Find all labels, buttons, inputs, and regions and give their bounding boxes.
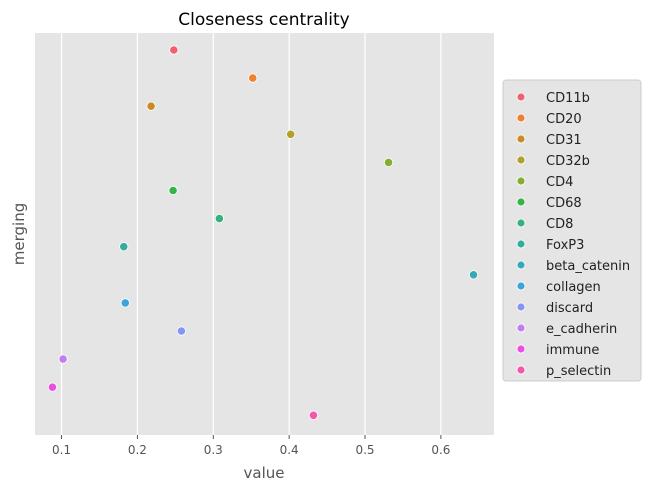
data-point-foxp3 xyxy=(119,242,129,252)
data-point-cd8 xyxy=(214,214,224,224)
legend-marker xyxy=(516,218,526,228)
legend-label: CD32b xyxy=(546,154,590,169)
legend-label: CD20 xyxy=(546,112,582,127)
data-point-collagen xyxy=(120,298,130,308)
legend-label: beta_catenin xyxy=(546,259,630,274)
data-points xyxy=(47,45,479,420)
legend-marker xyxy=(516,281,526,291)
legend-label: CD4 xyxy=(546,175,573,190)
chart-title: Closeness centrality xyxy=(178,10,350,30)
data-point-beta-catenin xyxy=(468,270,479,280)
legend-marker xyxy=(516,260,526,270)
x-tick-label: 0.5 xyxy=(355,443,374,457)
x-tick-label: 0.6 xyxy=(431,443,450,457)
x-axis-ticks: 0.1 0.2 0.3 0.4 0.5 0.6 xyxy=(52,435,450,457)
data-point-discard xyxy=(176,326,187,336)
legend-marker xyxy=(516,197,526,207)
data-point-e-cadherin xyxy=(58,354,68,364)
legend-marker xyxy=(516,344,526,354)
legend-marker xyxy=(516,92,526,102)
legend-marker xyxy=(516,176,526,186)
legend-label: FoxP3 xyxy=(546,238,584,253)
legend-label: CD11b xyxy=(546,91,590,106)
legend-label: immune xyxy=(546,343,599,358)
x-tick-label: 0.2 xyxy=(128,443,147,457)
data-point-cd11b xyxy=(169,45,179,55)
legend-marker xyxy=(516,239,526,249)
legend-label: CD68 xyxy=(546,196,582,211)
legend-marker xyxy=(516,155,526,165)
legend-box xyxy=(502,79,642,382)
data-point-cd68 xyxy=(168,185,178,196)
legend-label: e_cadherin xyxy=(546,322,617,337)
legend-label: discard xyxy=(546,301,593,316)
x-axis-label: value xyxy=(244,464,285,482)
data-point-cd32b xyxy=(286,129,296,139)
legend-label: CD8 xyxy=(546,217,573,232)
plot-background xyxy=(35,33,494,435)
legend-marker xyxy=(516,323,526,333)
legend-label: CD31 xyxy=(546,133,582,148)
legend-marker xyxy=(516,113,526,123)
legend-label: collagen xyxy=(546,280,601,295)
legend-label: p_selectin xyxy=(546,364,611,379)
x-tick-label: 0.4 xyxy=(280,443,299,457)
data-point-cd31 xyxy=(146,101,156,111)
data-point-cd20 xyxy=(248,73,258,83)
grid-lines xyxy=(60,33,442,435)
legend: CD11b CD20 CD31 CD32b CD4 CD68 CD8 FoxP3 beta_ca… xyxy=(502,79,642,382)
legend-marker xyxy=(516,134,526,144)
legend-marker xyxy=(516,365,526,375)
x-tick-label: 0.3 xyxy=(204,443,223,457)
data-point-p-selectin xyxy=(308,410,319,420)
data-point-immune xyxy=(47,382,58,392)
data-point-cd4 xyxy=(383,157,394,167)
y-axis-label: merging xyxy=(10,203,28,265)
legend-marker xyxy=(516,302,526,312)
x-tick-label: 0.1 xyxy=(52,443,71,457)
